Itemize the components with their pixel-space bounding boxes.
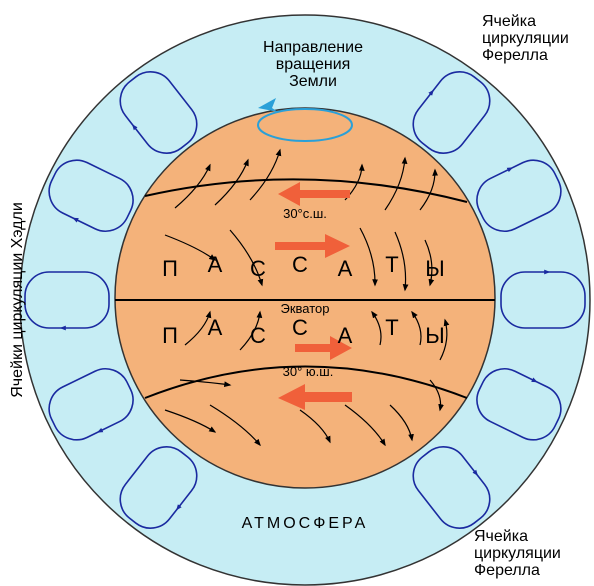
earth	[115, 108, 495, 488]
trade-wind-letter: Т	[385, 315, 398, 340]
equator-label: Экватор	[280, 301, 329, 316]
rotation-label: Направление	[263, 39, 363, 56]
trade-wind-letter: С	[250, 256, 266, 281]
lat-south-label: 30° ю.ш.	[283, 364, 334, 379]
trade-wind-letter: Ы	[425, 256, 444, 281]
trade-wind-letter: А	[338, 256, 353, 281]
trade-wind-letter: Ы	[425, 323, 444, 348]
ferrel-bottom: Ферелла	[474, 562, 540, 579]
trade-wind-letter: А	[338, 323, 353, 348]
lat-north-label: 30°с.ш.	[283, 206, 327, 221]
ferrel-top: циркуляции	[482, 30, 569, 47]
trade-wind-letter: А	[208, 252, 223, 277]
trade-wind-letter: П	[162, 323, 178, 348]
rotation-label: вращения	[276, 56, 351, 73]
ferrel-top: Ферелла	[482, 47, 548, 64]
trade-wind-letter: Т	[385, 252, 398, 277]
ferrel-bottom: Ячейка	[474, 528, 528, 545]
ferrel-top: Ячейка	[482, 13, 536, 30]
trade-wind-letter: А	[208, 315, 223, 340]
hadley-label: Ячейки циркуляции Хэдли	[9, 202, 26, 398]
rotation-label: Земли	[289, 73, 337, 90]
trade-wind-letter: С	[250, 323, 266, 348]
atmosphere-label: АТМОСФЕРА	[242, 515, 369, 532]
trade-wind-letter: С	[292, 252, 308, 277]
trade-wind-letter: С	[292, 315, 308, 340]
ferrel-bottom: циркуляции	[474, 545, 561, 562]
trade-wind-letter: П	[162, 256, 178, 281]
diagram: 30°с.ш. Экватор 30° ю.ш. АТМОСФЕРА Ячейк…	[0, 0, 594, 586]
